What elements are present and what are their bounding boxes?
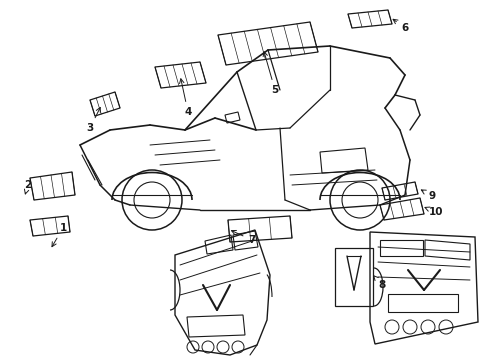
Text: 8: 8: [373, 276, 385, 290]
Text: 2: 2: [24, 180, 32, 194]
Text: 1: 1: [52, 223, 66, 247]
Text: 3: 3: [86, 107, 100, 133]
Text: 10: 10: [424, 207, 442, 217]
Text: 4: 4: [179, 79, 191, 117]
Text: 5: 5: [263, 52, 278, 95]
Text: 9: 9: [421, 190, 435, 201]
Text: 6: 6: [392, 19, 408, 33]
Text: 7: 7: [231, 230, 255, 245]
